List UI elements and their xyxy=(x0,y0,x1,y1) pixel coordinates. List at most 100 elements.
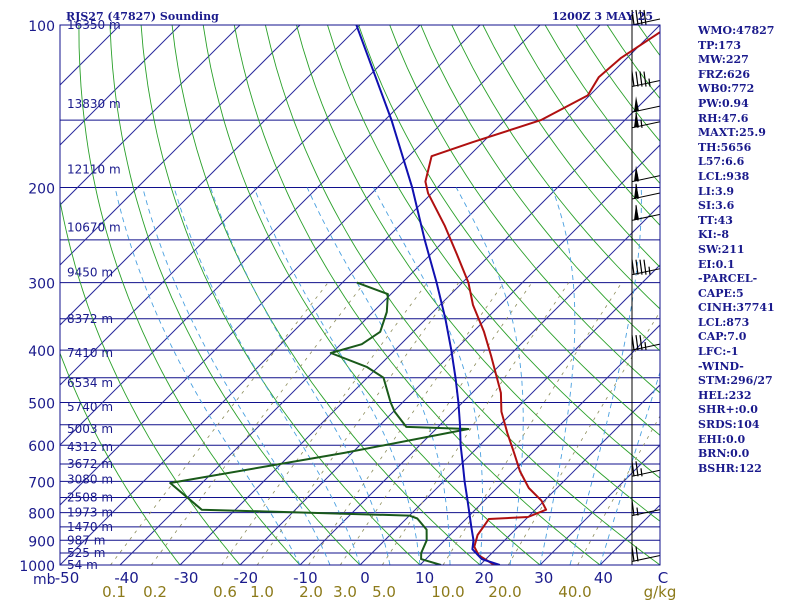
index-line: EHI:0.0 xyxy=(698,432,746,446)
mixing-ratio-label: 0.6 xyxy=(213,583,237,600)
index-line: SHR+:0.0 xyxy=(698,403,758,417)
index-line: HEL:232 xyxy=(698,388,752,402)
index-line: KI:-8 xyxy=(698,228,729,242)
height-label: 1470 m xyxy=(67,520,113,534)
wind-barb-feather xyxy=(635,112,639,128)
dry-adiabat xyxy=(233,25,601,565)
pressure-tick-label: 700 xyxy=(28,475,55,491)
isotherm-line xyxy=(359,264,660,565)
index-line: CAP:7.0 xyxy=(698,330,747,344)
trace-layer xyxy=(169,25,660,565)
temperature-tick-label: C xyxy=(658,569,668,587)
moist-adiabat xyxy=(455,187,524,565)
dry-adiabat xyxy=(60,198,241,565)
index-line: EI:0.1 xyxy=(698,257,735,271)
dry-adiabat xyxy=(171,25,481,565)
wind-barb-feather xyxy=(631,9,635,26)
index-line: TP:173 xyxy=(698,38,742,52)
index-line: TH:5656 xyxy=(698,140,752,154)
height-label: 12110 m xyxy=(67,162,121,176)
dry-adiabat xyxy=(296,25,660,522)
temperature-tick-label: -50 xyxy=(55,569,80,587)
height-label: 1973 m xyxy=(67,506,113,520)
mixing-ratio-label: 3.0 xyxy=(333,583,357,600)
wind-barb xyxy=(631,335,661,351)
pressure-tick-label: 400 xyxy=(28,344,55,360)
pressure-tick-label: 500 xyxy=(28,396,55,412)
mixing-ratio-label: 40.0 xyxy=(558,583,591,600)
height-label: 525 m xyxy=(67,546,105,560)
dry-adiabat xyxy=(264,25,660,565)
isotherm-line xyxy=(179,84,660,565)
height-label: 6534 m xyxy=(67,376,113,390)
wind-barb-feather xyxy=(631,335,635,351)
wind-barb-half-feather xyxy=(648,78,651,87)
index-line: RH:47.6 xyxy=(698,111,749,125)
dry-adiabat xyxy=(389,25,660,394)
temperature-tick-label: -10 xyxy=(293,569,318,587)
mixing-ratio-label: 5.0 xyxy=(372,583,396,600)
index-line: MW:227 xyxy=(698,53,749,67)
index-line: SI:3.6 xyxy=(698,199,735,213)
mixing-ratio-label: 1.0 xyxy=(250,583,274,600)
isotherm-line xyxy=(60,25,421,386)
height-label: 54 m xyxy=(67,558,98,572)
wind-barb xyxy=(631,259,661,276)
height-label: 16350 m xyxy=(67,18,121,32)
wind-barb-flag xyxy=(634,96,639,113)
temperature-tick-label: -30 xyxy=(174,569,199,587)
moist-adiabat xyxy=(142,187,331,565)
index-panel: WMO:47827 TP:173 MW:227 FRZ:626 WB0:772 PW:0.… xyxy=(698,24,775,476)
pressure-tick-label: 300 xyxy=(28,277,55,293)
index-line: -PARCEL- xyxy=(698,272,758,286)
index-line: TT:43 xyxy=(698,213,733,227)
moist-adiabat xyxy=(569,187,642,565)
wind-barb-feather xyxy=(643,9,647,26)
wind-barb-feather xyxy=(635,461,639,477)
wind-barb-feather xyxy=(635,183,639,200)
height-label: 8372 m xyxy=(67,312,113,326)
moist-adiabat xyxy=(253,187,421,565)
wind-barb-feather xyxy=(631,500,635,516)
index-line: CAPE:5 xyxy=(698,286,744,300)
wind-barb xyxy=(631,9,661,26)
index-line: LFC:-1 xyxy=(698,345,739,359)
pressure-unit-label: mb xyxy=(33,572,56,588)
wind-barb-half-feather xyxy=(640,468,643,477)
isotherm-line xyxy=(479,384,660,565)
pressure-tick-label: 200 xyxy=(28,182,55,198)
plot-frame xyxy=(59,24,661,566)
index-line: WB0:772 xyxy=(698,82,755,96)
mixing-ratio-line xyxy=(150,282,365,565)
index-line: CINH:37741 xyxy=(698,301,775,315)
wind-layer xyxy=(631,9,661,565)
parcel-trace xyxy=(355,25,501,565)
wind-barb-half-feather xyxy=(640,119,643,128)
temperature-tick-label: 30 xyxy=(534,569,553,587)
dry-adiabat xyxy=(109,25,361,565)
height-label: 5740 m xyxy=(67,400,113,414)
wind-barb-feather xyxy=(643,71,647,87)
height-label: 13830 m xyxy=(67,97,121,111)
isotherm-line xyxy=(60,25,301,266)
dry-adiabat xyxy=(482,25,660,268)
dry-adiabat xyxy=(202,25,541,565)
mixing-ratio-line xyxy=(577,415,660,565)
moist-adiabat xyxy=(114,187,301,565)
index-line: LCL:938 xyxy=(698,169,750,183)
height-label: 5003 m xyxy=(67,422,113,436)
mixing-ratio-line xyxy=(339,282,533,565)
wind-barb xyxy=(631,165,661,183)
wind-barb-feather xyxy=(639,259,643,275)
index-line: MAXT:25.9 xyxy=(698,126,766,140)
isotherm-line xyxy=(60,25,601,565)
index-line: BRN:0.0 xyxy=(698,447,750,461)
height-label: 9450 m xyxy=(67,265,113,279)
wind-barb-staff xyxy=(631,509,661,517)
moist-adiabat xyxy=(373,187,484,565)
isotherm-line xyxy=(60,25,361,326)
wind-barb xyxy=(631,182,661,200)
index-line: SRDS:104 xyxy=(698,418,760,432)
index-line: -WIND- xyxy=(698,359,744,373)
